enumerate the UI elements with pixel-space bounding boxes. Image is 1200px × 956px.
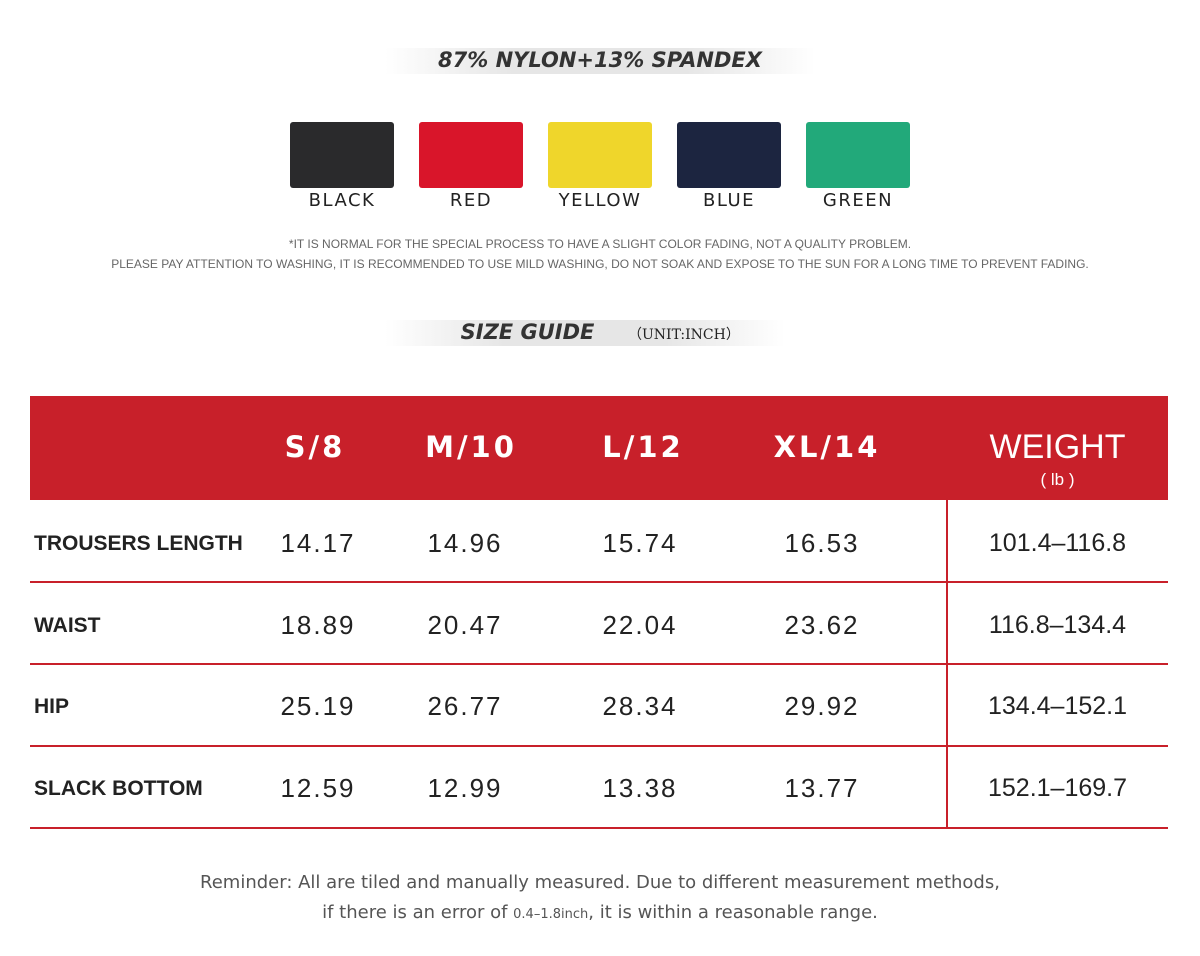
swatch bbox=[290, 122, 394, 188]
size-header: S/8 bbox=[284, 430, 346, 464]
weight-unit: ( lb ) bbox=[1040, 470, 1075, 489]
row-divider bbox=[30, 827, 1168, 829]
weight-cell: 134.4–152.1 bbox=[987, 692, 1128, 720]
reminder-text: , it is within a reasonable range. bbox=[588, 902, 878, 923]
size-header: M/10 bbox=[425, 430, 517, 464]
reminder: Reminder: All are tiled and manually mea… bbox=[200, 872, 1000, 893]
row-label: SLACK BOTTOM bbox=[34, 777, 203, 800]
weight-cell: 116.8–134.4 bbox=[988, 611, 1127, 639]
material-title: 87% NYLON+13% SPANDEX bbox=[438, 48, 762, 72]
cell: 12.99 bbox=[427, 773, 503, 803]
color-name: RED bbox=[449, 190, 493, 211]
cell: 22.04 bbox=[602, 610, 678, 640]
cell: 13.77 bbox=[784, 773, 860, 803]
cell: 23.62 bbox=[784, 610, 860, 640]
swatch bbox=[419, 122, 523, 188]
cell: 26.77 bbox=[427, 691, 503, 721]
cell: 12.59 bbox=[280, 773, 356, 803]
swatch bbox=[548, 122, 652, 188]
row-label: WAIST bbox=[34, 614, 101, 637]
color-name: BLUE bbox=[702, 190, 756, 211]
cell: 25.19 bbox=[280, 691, 356, 721]
reminder: if there is an error of 0.4–1.8inch, it … bbox=[0, 902, 1200, 923]
size-guide-title: SIZE GUIDE bbox=[460, 320, 595, 344]
cell: 20.47 bbox=[427, 610, 503, 640]
cell: 14.96 bbox=[427, 528, 503, 558]
row-label: HIP bbox=[34, 695, 70, 718]
note: *IT IS NORMAL FOR THE SPECIAL PROCESS TO… bbox=[288, 237, 912, 251]
note: PLEASE PAY ATTENTION TO WASHING, IT IS R… bbox=[111, 257, 1089, 271]
color-name: BLACK bbox=[308, 190, 376, 211]
weight-header: WEIGHT bbox=[989, 428, 1126, 466]
cell: 18.89 bbox=[280, 610, 356, 640]
row-divider bbox=[30, 581, 1168, 583]
row-divider bbox=[30, 663, 1168, 665]
title-band bbox=[385, 320, 785, 346]
row-divider bbox=[30, 745, 1168, 747]
size-header: XL/14 bbox=[773, 430, 881, 464]
swatch bbox=[806, 122, 910, 188]
reminder-range: 0.4–1.8inch bbox=[513, 907, 589, 922]
color-name: YELLOW bbox=[558, 190, 642, 211]
size-header: L/12 bbox=[602, 430, 684, 464]
cell: 16.53 bbox=[784, 528, 860, 558]
swatch bbox=[677, 122, 781, 188]
unit: （UNIT:INCH） bbox=[628, 327, 740, 343]
cell: 28.34 bbox=[602, 691, 678, 721]
weight-cell: 152.1–169.7 bbox=[987, 774, 1128, 802]
cell: 15.74 bbox=[602, 528, 678, 558]
cell: 14.17 bbox=[280, 528, 356, 558]
color-name: GREEN bbox=[822, 190, 894, 211]
row-label: TROUSERS LENGTH bbox=[34, 532, 243, 555]
cell: 29.92 bbox=[784, 691, 860, 721]
title-band bbox=[385, 48, 815, 74]
cell: 13.38 bbox=[602, 773, 678, 803]
weight-cell: 101.4–116.8 bbox=[988, 529, 1127, 557]
reminder-text: if there is an error of bbox=[322, 902, 514, 923]
table-header bbox=[30, 396, 1168, 500]
